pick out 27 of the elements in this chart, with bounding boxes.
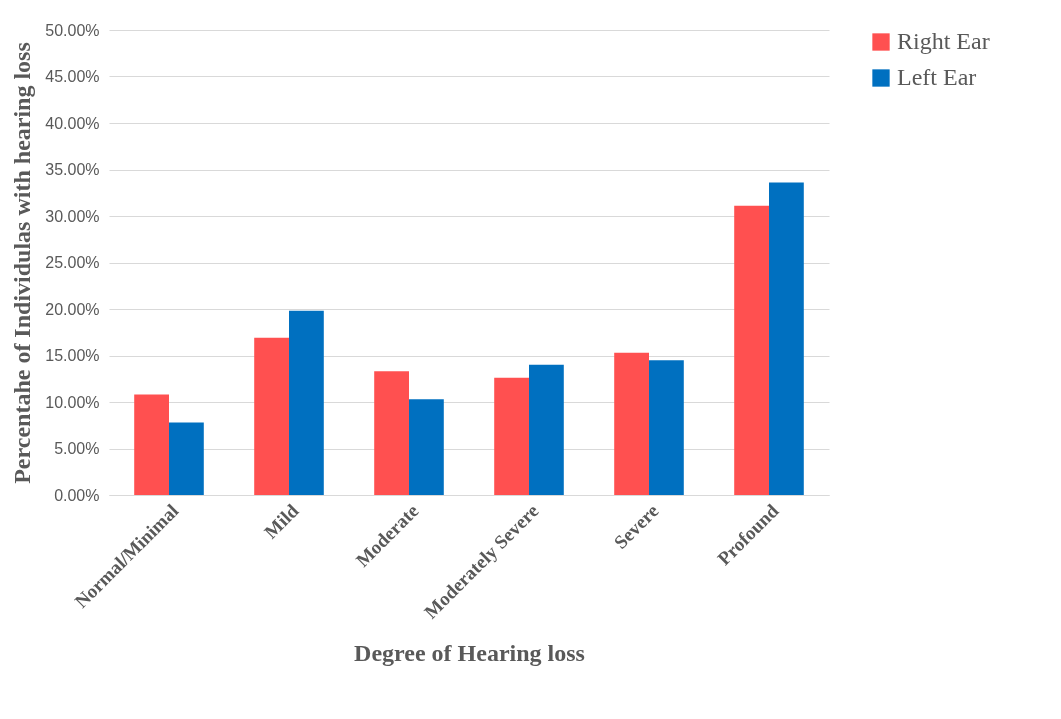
bar	[374, 371, 409, 495]
y-tick-label: 35.00%	[45, 161, 100, 178]
y-tick-label: 45.00%	[45, 68, 100, 85]
bar	[169, 422, 204, 495]
bar	[649, 360, 684, 495]
bar	[769, 182, 804, 495]
y-axis-title: Percentahe of Individulas with hearing loss	[9, 42, 36, 484]
bar	[254, 337, 289, 495]
y-tick-label: 10.00%	[45, 393, 100, 411]
bar	[734, 205, 769, 495]
y-tick-label: 5.00%	[54, 440, 100, 457]
y-tick-label: 15.00%	[45, 347, 100, 364]
bar	[614, 352, 649, 495]
legend-label: Left Ear	[897, 64, 977, 90]
y-tick-label: 25.00%	[45, 254, 100, 271]
y-tick-label: 40.00%	[45, 114, 100, 132]
legend-label: Right Ear	[897, 28, 990, 54]
bar	[529, 364, 564, 495]
x-axis-title: Degree of Hearing loss	[354, 640, 585, 667]
y-tick-label: 30.00%	[45, 207, 100, 225]
bar	[289, 310, 324, 495]
y-tick-label: 0.00%	[54, 486, 100, 504]
y-tick-label: 50.00%	[45, 21, 100, 39]
bar	[134, 394, 169, 495]
y-tick-label: 20.00%	[45, 300, 100, 318]
bar	[494, 377, 529, 495]
bar	[409, 399, 444, 495]
